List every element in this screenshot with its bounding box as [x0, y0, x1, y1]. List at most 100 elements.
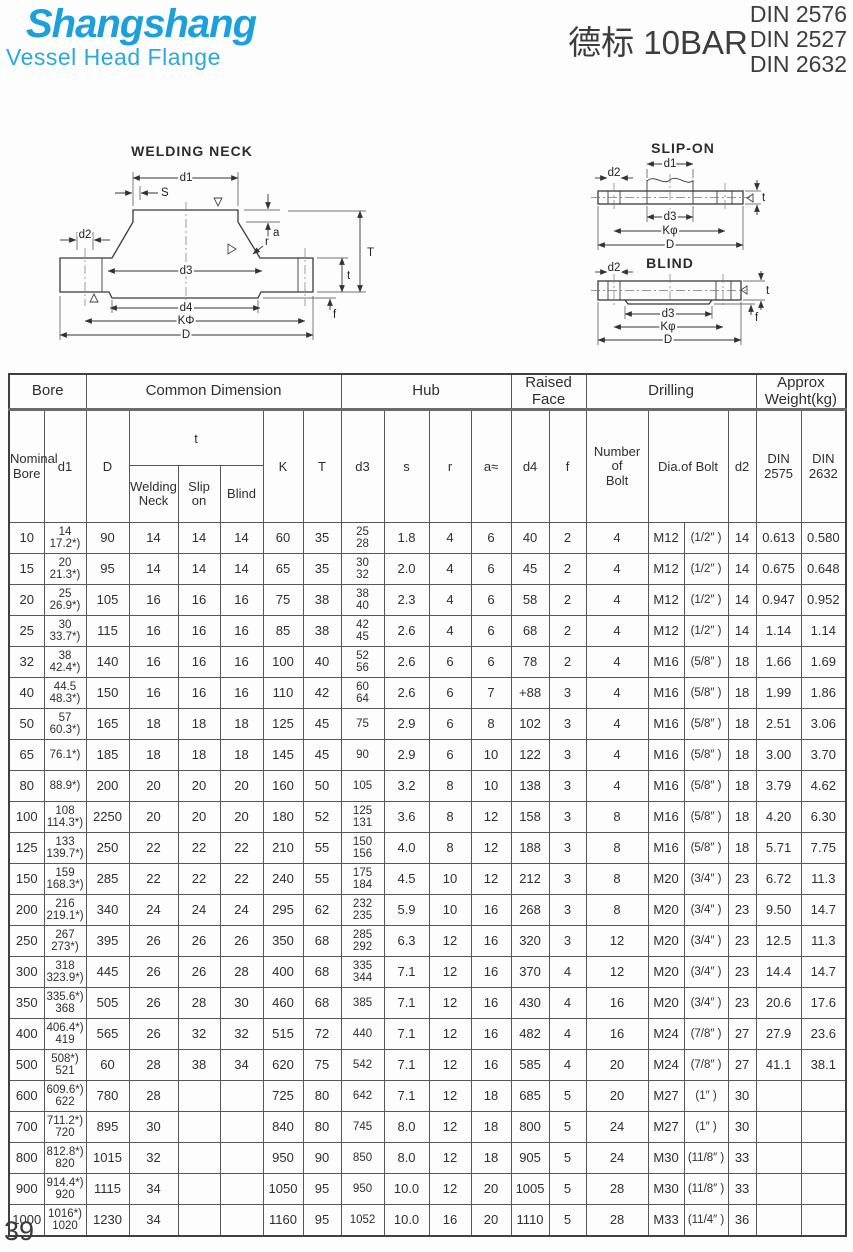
- table-cell: 2: [548, 615, 587, 647]
- table-cell: 62: [302, 894, 342, 926]
- table-row: 10 14 17.2*) 90 14 14 14 60 35 25 28 1.8 4 6 40 2 4 M12…: [8, 522, 847, 554]
- table-cell: 14: [727, 584, 757, 616]
- table-cell: 14.7: [800, 894, 847, 926]
- table-cell: 38: [177, 1049, 221, 1081]
- table-cell: (1″ ): [683, 1080, 729, 1112]
- table-cell: 440: [340, 1018, 385, 1050]
- table-cell: 24: [219, 894, 264, 926]
- table-cell: 318 323.9*): [43, 956, 87, 988]
- table-cell: 16: [177, 646, 221, 678]
- table-cell: 2.9: [383, 739, 430, 771]
- table-cell: 4: [428, 615, 472, 647]
- table-cell: 60: [85, 1049, 130, 1081]
- dimension-table: Bore Common Dimension Hub Raised Face Dr…: [8, 373, 848, 1237]
- table-cell: 40: [302, 646, 342, 678]
- table-cell: 52 56: [340, 646, 385, 678]
- table-cell: 20: [470, 1204, 512, 1237]
- brand-logo: Shangshang Vessel Head Flange: [6, 2, 257, 70]
- table-cell: 12: [585, 956, 649, 988]
- table-cell: 28: [177, 987, 221, 1019]
- table-cell: 340: [85, 894, 130, 926]
- table-cell: 8: [585, 801, 649, 833]
- table-cell: 6: [428, 677, 472, 709]
- table-cell: 268: [510, 894, 550, 926]
- table-cell: 400: [8, 1018, 45, 1050]
- table-cell: 445: [85, 956, 130, 988]
- table-cell: 24: [585, 1142, 649, 1174]
- table-row: 350 335.6*) 368 505 26 28 30 460 68 385 7.1 12 16 43…: [8, 987, 847, 1019]
- table-cell: 75: [340, 708, 385, 740]
- col-header-d2: d2: [727, 409, 757, 523]
- table-cell: 85: [262, 615, 304, 647]
- table-cell: 3: [548, 894, 587, 926]
- table-cell: 12: [428, 987, 472, 1019]
- table-cell: 16: [470, 1018, 512, 1050]
- table-cell: 14.7: [800, 956, 847, 988]
- table-cell: 16: [128, 646, 179, 678]
- table-cell: (11/4″ ): [683, 1204, 729, 1237]
- col-header-t-welding-neck: Welding Neck: [128, 465, 179, 523]
- surface-finish-mark: [740, 285, 748, 295]
- dim-label-r: r: [265, 236, 269, 248]
- table-cell: 18: [470, 1080, 512, 1112]
- table-cell: M16: [647, 739, 685, 771]
- table-cell: 0.952: [800, 584, 847, 616]
- brand-subtitle: Vessel Head Flange: [6, 44, 221, 70]
- table-cell: 125 131: [340, 801, 385, 833]
- table-cell: 10.0: [383, 1173, 430, 1205]
- table-cell: 8.0: [383, 1142, 430, 1174]
- table-cell: 18: [128, 708, 179, 740]
- table-cell: 10: [470, 739, 512, 771]
- blind-diagram: BLIND d2 t f d3 Kφ: [591, 256, 772, 348]
- table-cell: 100: [8, 801, 45, 833]
- table-cell: 2: [548, 522, 587, 554]
- table-cell: [800, 1173, 847, 1205]
- dim-label-k: Kφ: [660, 321, 675, 333]
- col-header-f: f: [548, 409, 587, 523]
- table-cell: 80: [302, 1080, 342, 1112]
- table-body: 10 14 17.2*) 90 14 14 14 60 35 25 28 1.8 4 6 40 2 4 M12…: [8, 522, 847, 1237]
- table-cell: 300: [8, 956, 45, 988]
- table-cell: 30: [219, 987, 264, 1019]
- table-cell: 16: [128, 584, 179, 616]
- dim-label-D: D: [664, 334, 672, 346]
- table-cell: 10: [8, 522, 45, 554]
- table-cell: 542: [340, 1049, 385, 1081]
- table-cell: 8: [428, 832, 472, 864]
- standard-block: 德标 10BAR DIN 2576 DIN 2527 DIN 2632: [568, 2, 847, 77]
- table-cell: 90: [85, 522, 130, 554]
- table-cell: 3.06: [800, 708, 847, 740]
- table-cell: 115: [85, 615, 130, 647]
- table-cell: 55: [302, 832, 342, 864]
- table-cell: 7: [470, 677, 512, 709]
- table-cell: 14: [177, 553, 221, 585]
- group-header-drilling: Drilling: [585, 373, 757, 411]
- table-cell: 18: [727, 739, 757, 771]
- diagram-title: BLIND: [646, 256, 694, 271]
- table-cell: 5: [548, 1173, 587, 1205]
- din-standard: DIN 2527: [749, 26, 847, 52]
- table-cell: 3.6: [383, 801, 430, 833]
- table-cell: 2: [548, 553, 587, 585]
- table-cell: 14: [128, 553, 179, 585]
- table-cell: 400: [262, 956, 304, 988]
- table-cell: 38: [302, 615, 342, 647]
- group-header-raised-face: Raised Face: [510, 373, 587, 411]
- table-cell: 4: [585, 708, 649, 740]
- table-cell: 12: [428, 1080, 472, 1112]
- table-cell: [177, 1204, 221, 1237]
- table-cell: 68: [302, 925, 342, 957]
- table-cell: 430: [510, 987, 550, 1019]
- table-cell: 16: [128, 677, 179, 709]
- table-cell: 138: [510, 770, 550, 802]
- table-cell: 22: [219, 832, 264, 864]
- table-cell: 585: [510, 1049, 550, 1081]
- table-cell: 10: [470, 770, 512, 802]
- table-cell: (1″ ): [683, 1111, 729, 1143]
- table-cell: 0.580: [800, 522, 847, 554]
- dimension-lines: d2 t f d3 Kφ D: [595, 260, 772, 348]
- table-cell: (3/4″ ): [683, 894, 729, 926]
- table-cell: 2.51: [755, 708, 802, 740]
- dim-label-s: S: [161, 187, 169, 199]
- table-cell: 3.79: [755, 770, 802, 802]
